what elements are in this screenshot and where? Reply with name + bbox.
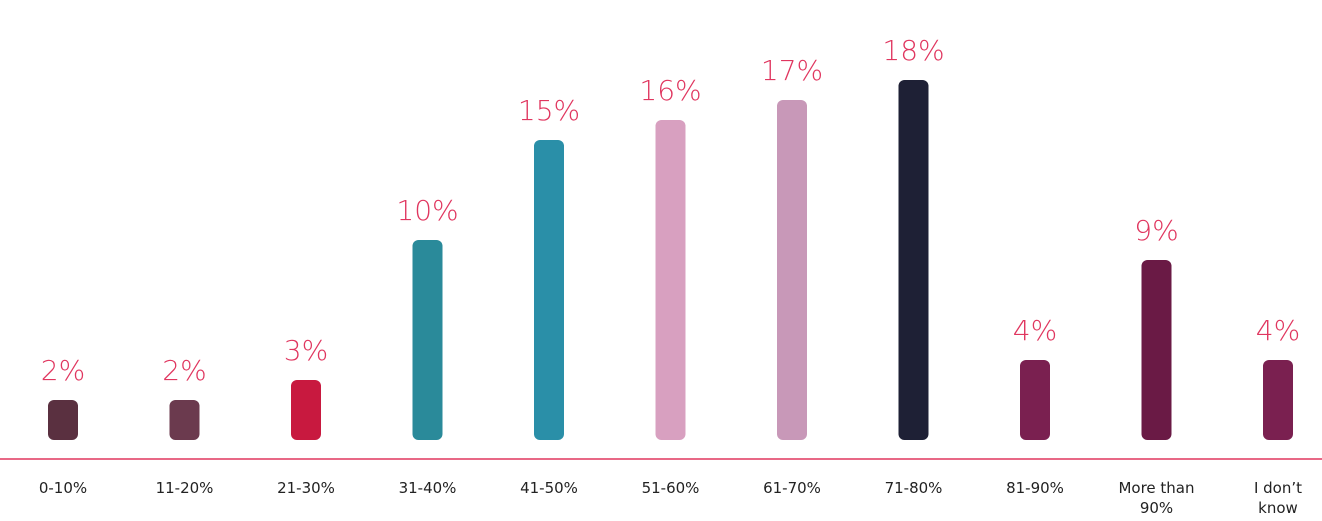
bar xyxy=(777,100,807,440)
x-tick-label: 11-20% xyxy=(155,479,214,497)
x-tick-label: 31-40% xyxy=(398,479,457,497)
x-tick-label: More than 90% xyxy=(1118,479,1195,517)
x-tick-label: 61-70% xyxy=(763,479,821,497)
value-label: 4% xyxy=(1013,314,1057,347)
bar xyxy=(1141,260,1172,440)
value-label: 17% xyxy=(761,54,823,87)
value-label: 9% xyxy=(1134,214,1178,247)
bar xyxy=(412,240,443,440)
x-tick-label: 0-10% xyxy=(38,479,88,497)
bar xyxy=(1263,360,1293,440)
bar xyxy=(291,380,321,440)
x-tick-label: 51-60% xyxy=(641,479,700,497)
value-label: 3% xyxy=(284,334,328,367)
value-label: 4% xyxy=(1256,314,1300,347)
bar xyxy=(1020,360,1050,440)
value-label: 2% xyxy=(162,354,206,387)
x-tick-label: 81-90% xyxy=(1006,479,1064,497)
bar xyxy=(898,80,929,440)
value-label: 18% xyxy=(882,34,944,67)
x-tick-label: 71-80% xyxy=(884,479,943,497)
value-label: 16% xyxy=(639,74,701,107)
bar xyxy=(48,400,78,440)
x-tick-label: I don’t know xyxy=(1253,479,1303,517)
bar xyxy=(534,140,564,440)
value-label: 2% xyxy=(41,354,85,387)
bar xyxy=(169,400,200,440)
bar xyxy=(655,120,686,440)
value-label: 10% xyxy=(396,194,458,227)
x-tick-label: 41-50% xyxy=(520,479,578,497)
x-tick-label: 21-30% xyxy=(277,479,335,497)
value-label: 15% xyxy=(518,94,580,127)
